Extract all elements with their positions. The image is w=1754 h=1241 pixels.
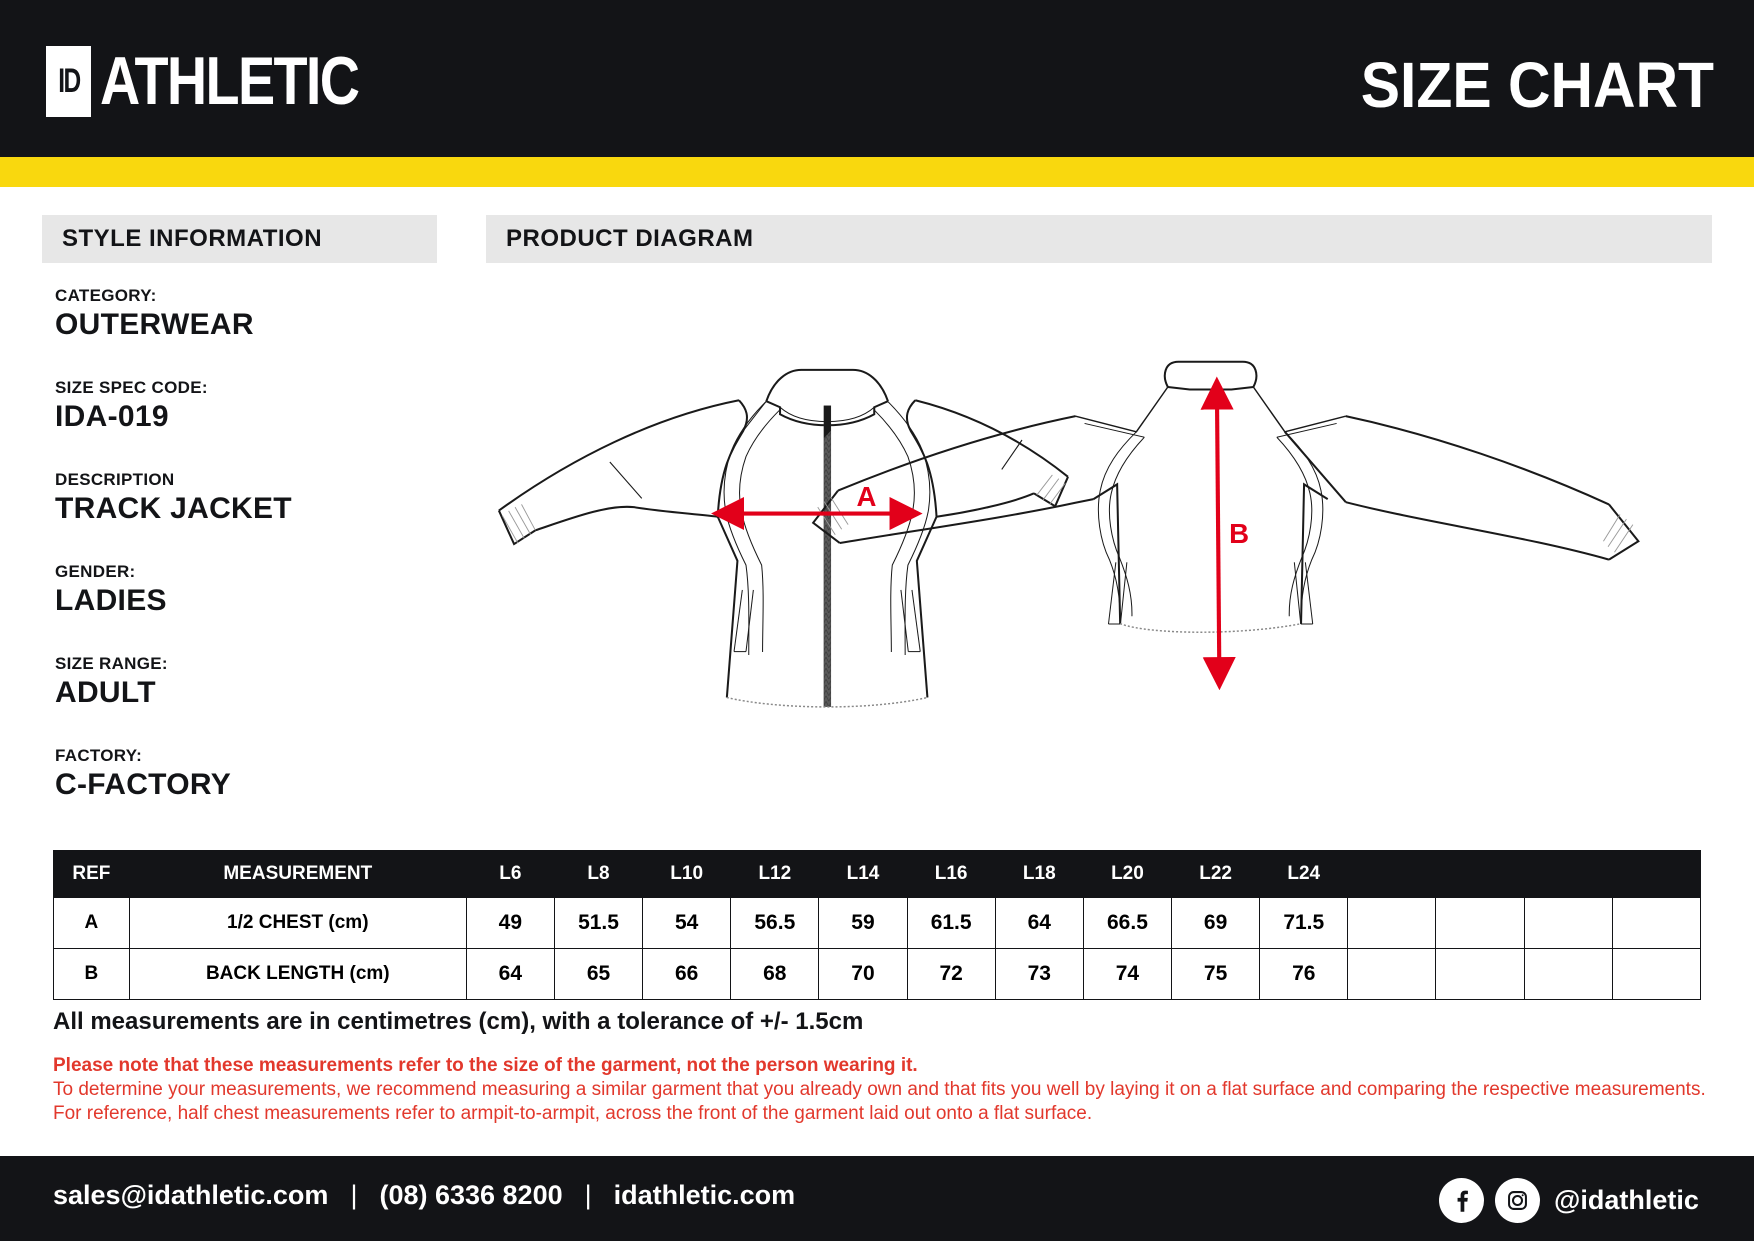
svg-text:B: B bbox=[1229, 518, 1249, 549]
svg-text:A: A bbox=[857, 481, 877, 512]
